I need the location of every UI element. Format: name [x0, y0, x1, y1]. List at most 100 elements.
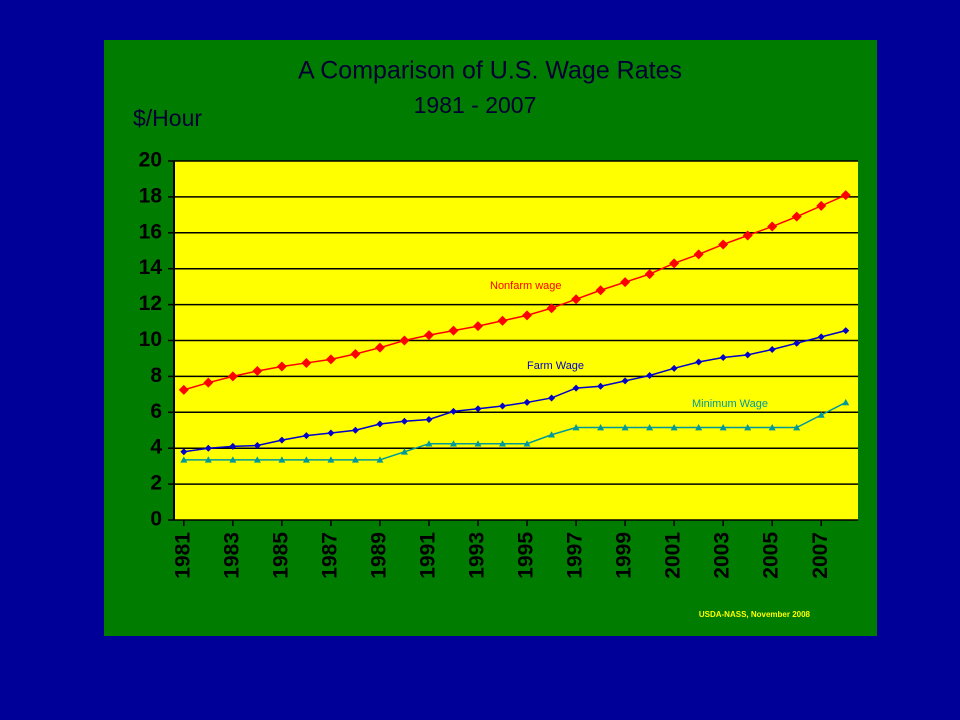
data-point — [499, 440, 507, 447]
series-label: Farm Wage — [527, 360, 584, 372]
data-point — [327, 429, 335, 437]
data-point — [400, 448, 408, 455]
series-label: Nonfarm wage — [490, 280, 562, 292]
data-point — [744, 424, 752, 431]
data-point — [350, 348, 361, 359]
x-tick-label: 2005 — [760, 532, 783, 579]
x-tick-label: 2003 — [711, 532, 734, 579]
data-point — [229, 456, 237, 463]
data-point — [497, 315, 508, 326]
data-point — [423, 330, 434, 341]
y-tick-label: 18 — [139, 184, 163, 207]
data-point — [768, 345, 776, 353]
y-tick-label: 16 — [139, 220, 162, 243]
data-point — [229, 442, 237, 450]
x-tick-label: 1981 — [171, 532, 194, 579]
series-label: Minimum Wage — [692, 398, 768, 410]
data-point — [253, 442, 261, 450]
y-tick-label: 8 — [150, 364, 162, 387]
data-point — [767, 221, 778, 232]
data-point — [597, 382, 605, 390]
data-point — [793, 424, 801, 431]
data-point — [449, 440, 457, 447]
y-tick-label: 20 — [139, 149, 162, 172]
data-point — [302, 432, 310, 440]
data-point — [522, 310, 533, 321]
data-point — [670, 424, 678, 431]
data-point — [301, 357, 312, 368]
x-tick-label: 1999 — [613, 532, 636, 579]
data-point — [742, 230, 753, 241]
data-point — [744, 351, 752, 359]
y-tick-label: 0 — [150, 508, 162, 531]
data-point — [644, 269, 655, 280]
x-tick-label: 1991 — [417, 532, 440, 579]
data-point — [204, 444, 212, 452]
data-point — [597, 424, 605, 431]
data-point — [817, 333, 825, 341]
x-tick-label: 1995 — [515, 532, 538, 579]
data-point — [374, 342, 385, 353]
data-point — [548, 394, 556, 402]
data-point — [425, 415, 433, 423]
data-point — [178, 384, 189, 395]
x-tick-label: 2001 — [662, 532, 685, 579]
series-line — [183, 401, 847, 461]
data-point — [548, 431, 556, 438]
data-point — [449, 407, 457, 415]
data-point — [546, 303, 557, 314]
data-point — [719, 354, 727, 362]
y-tick-label: 2 — [150, 472, 162, 495]
chart-title: A Comparison of U.S. Wage Rates — [298, 57, 682, 85]
data-point — [695, 358, 703, 366]
data-point — [351, 456, 359, 463]
data-point — [595, 285, 606, 296]
data-point — [695, 424, 703, 431]
data-point — [399, 335, 410, 346]
data-point — [572, 424, 580, 431]
y-tick-label: 10 — [139, 328, 162, 351]
data-point — [719, 424, 727, 431]
data-point — [474, 440, 482, 447]
data-point — [670, 364, 678, 372]
data-point — [400, 417, 408, 425]
data-point — [473, 321, 483, 332]
data-point — [793, 339, 801, 347]
data-point — [768, 424, 776, 431]
data-point — [669, 258, 680, 269]
data-point — [204, 456, 212, 463]
data-point — [817, 411, 825, 418]
data-point — [621, 424, 629, 431]
series-line — [183, 329, 846, 453]
data-point — [646, 372, 654, 380]
data-point — [376, 456, 384, 463]
data-point — [791, 211, 802, 222]
y-tick-label: 6 — [150, 400, 162, 423]
data-point — [620, 277, 631, 288]
data-point — [646, 424, 654, 431]
y-axis-label: $/Hour — [133, 105, 202, 131]
x-tick-label: 1985 — [269, 532, 292, 579]
series-line — [183, 194, 847, 391]
x-tick-label: 1987 — [318, 532, 341, 579]
x-tick-label: 2007 — [809, 532, 832, 579]
data-point — [203, 377, 214, 388]
data-point — [276, 361, 287, 372]
chart-subtitle: 1981 - 2007 — [414, 92, 537, 118]
data-point — [572, 384, 580, 392]
x-tick-label: 1983 — [220, 532, 243, 579]
y-tick-label: 14 — [139, 256, 163, 279]
data-point — [693, 249, 704, 260]
y-tick-label: 4 — [150, 436, 162, 459]
data-point — [474, 405, 482, 413]
data-point — [325, 354, 336, 365]
data-point — [499, 402, 507, 410]
x-tick-label: 1997 — [564, 532, 587, 579]
data-point — [523, 440, 531, 447]
x-tick-label: 1993 — [466, 532, 489, 579]
data-point — [327, 456, 335, 463]
data-point — [180, 448, 188, 456]
data-point — [302, 456, 310, 463]
